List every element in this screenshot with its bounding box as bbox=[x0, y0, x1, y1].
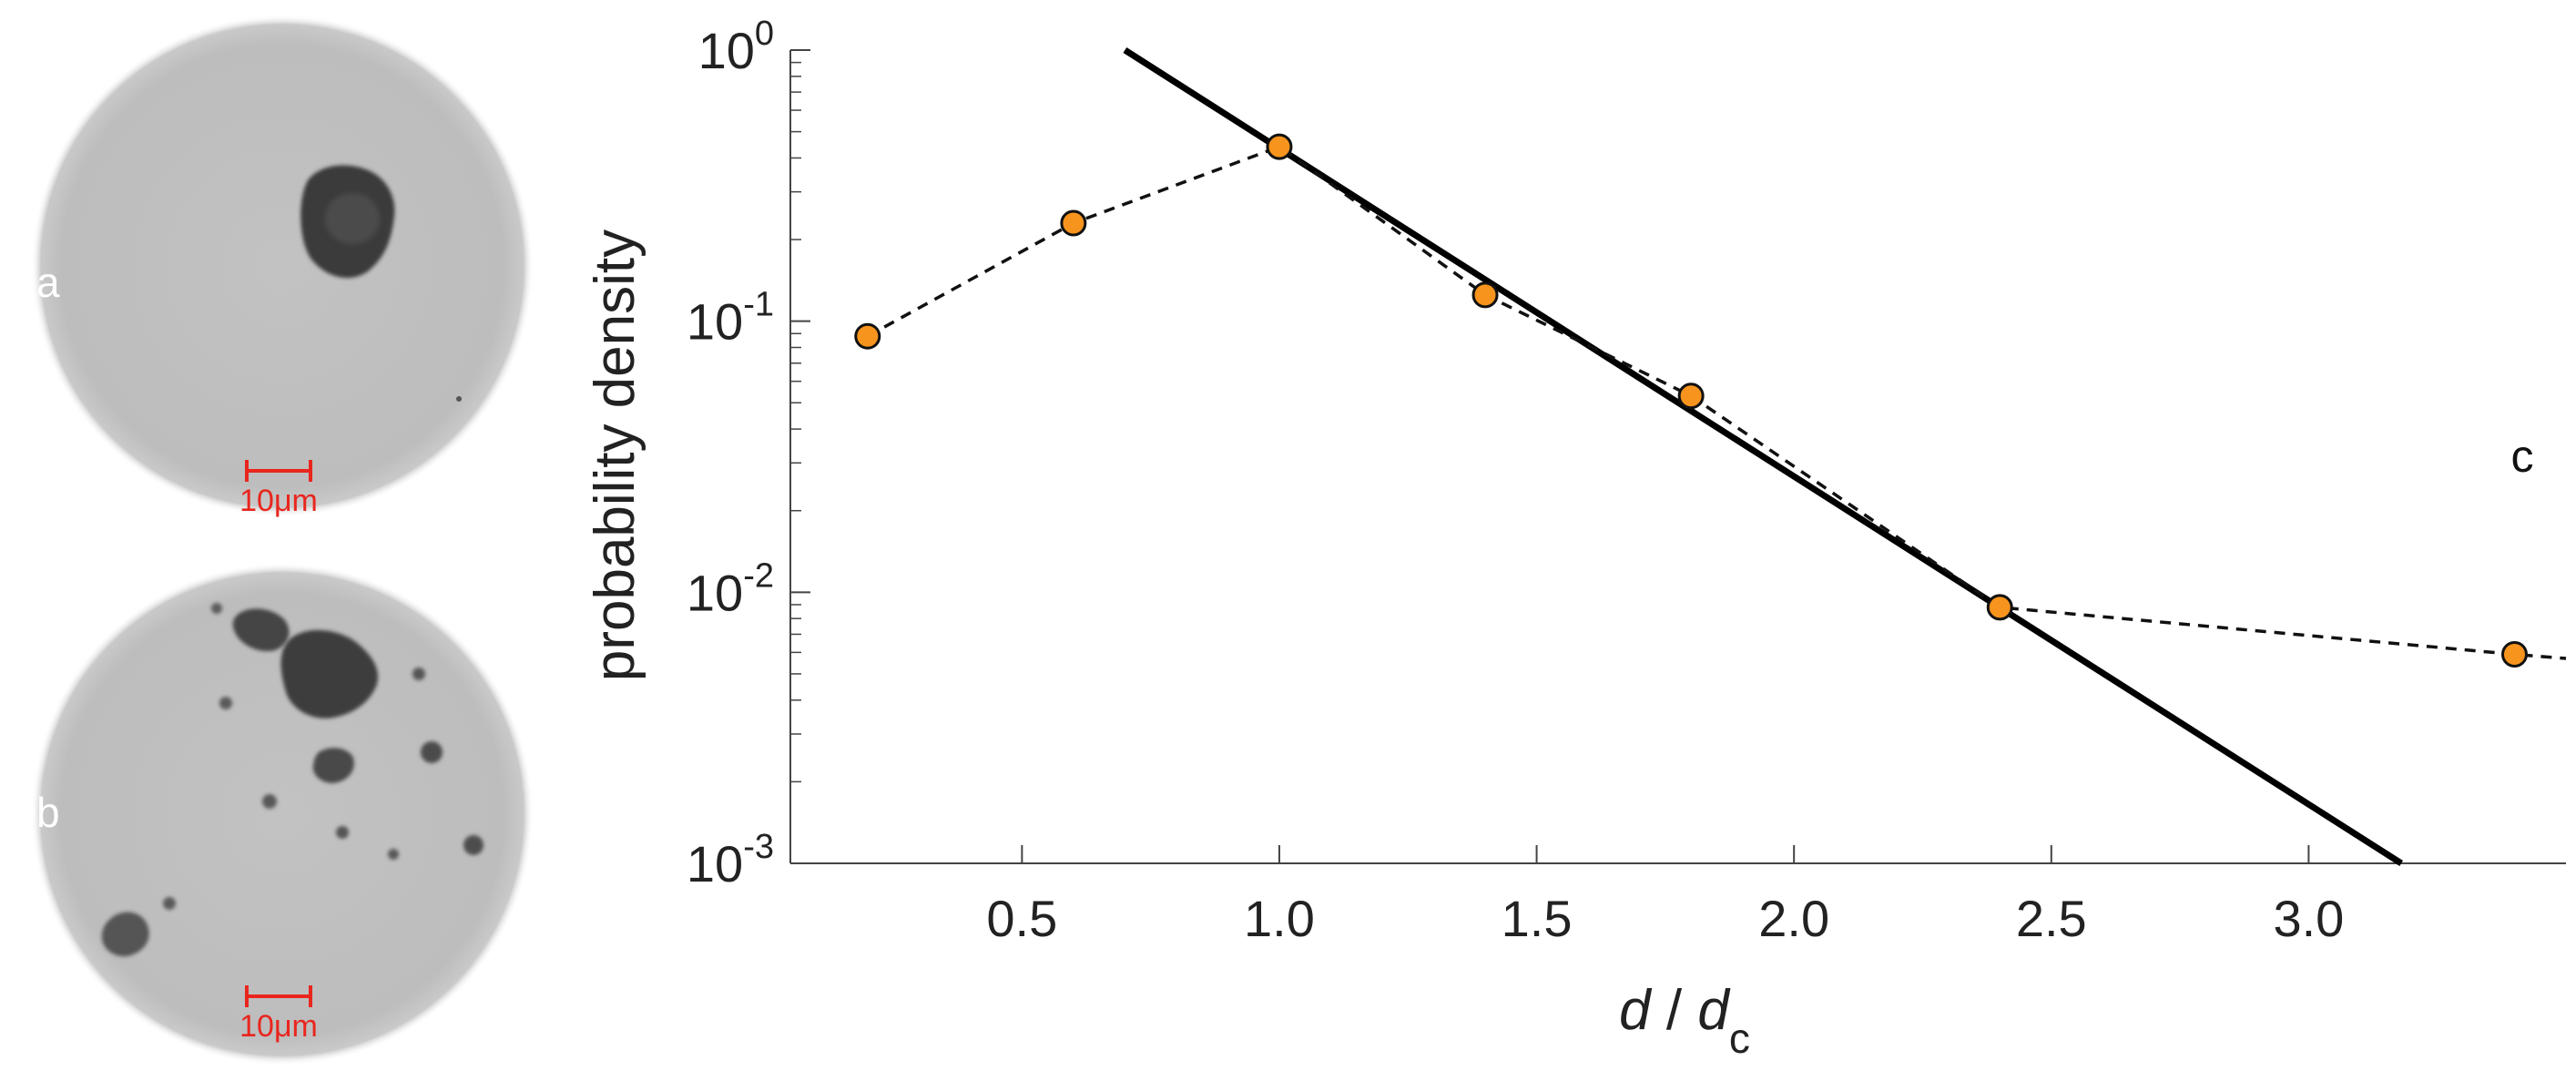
y-tick-label: 100 bbox=[698, 15, 774, 79]
x-tick-label: 0.5 bbox=[986, 890, 1057, 947]
x-axis-label-sep: / bbox=[1651, 979, 1698, 1042]
scale-bar-label-b: 10μm bbox=[239, 1009, 318, 1044]
speck-b5 bbox=[262, 794, 277, 809]
y-minor-ticks bbox=[790, 61, 801, 783]
y-tick-label-exponent: -1 bbox=[743, 286, 774, 324]
data-point bbox=[1471, 281, 1499, 309]
panel-label-c: c bbox=[2511, 431, 2534, 482]
y-tick-label-exponent: 0 bbox=[755, 15, 774, 53]
y-tick-label: 10-2 bbox=[687, 556, 774, 621]
dashed-connector bbox=[866, 145, 2567, 660]
speck-b8 bbox=[163, 897, 176, 910]
panel-label-b: b bbox=[36, 789, 60, 836]
y-tick-label: 10-1 bbox=[687, 286, 774, 351]
data-point bbox=[1266, 133, 1293, 160]
y-tick-label-exponent: -3 bbox=[743, 828, 774, 866]
data-point bbox=[854, 322, 881, 350]
x-axis-label-sub: c bbox=[1729, 1015, 1750, 1062]
y-tick-label-base: 10 bbox=[687, 835, 743, 892]
x-tick-label: 3.0 bbox=[2273, 890, 2344, 947]
panel-b: b 10μm bbox=[31, 563, 534, 1066]
panel-label-a: a bbox=[36, 259, 60, 306]
speck-b7 bbox=[388, 849, 399, 860]
aggregate-blob-b bbox=[280, 629, 379, 719]
x-tick-label: 1.0 bbox=[1244, 890, 1315, 947]
x-ticks: 0.5 1.0 1.5 2.0 2.5 3.0 bbox=[986, 845, 2344, 947]
panel-a: a 10μm bbox=[31, 15, 534, 518]
x-tick-label: 2.0 bbox=[1758, 890, 1829, 947]
scale-bar-b bbox=[245, 985, 312, 1007]
data-point bbox=[2500, 641, 2528, 668]
x-axis-label-denom: d bbox=[1697, 979, 1731, 1042]
microscope-image-a bbox=[31, 15, 534, 517]
aggregate-cluster-b3 bbox=[101, 912, 149, 957]
y-axis-label: probability density bbox=[584, 229, 647, 681]
data-point bbox=[1677, 382, 1705, 410]
scale-bar-a bbox=[245, 460, 312, 482]
y-tick-label: 10-3 bbox=[687, 828, 774, 892]
fit-line bbox=[1123, 47, 2404, 866]
microscope-image-b bbox=[31, 563, 534, 1066]
scale-bar-label-a: 10μm bbox=[239, 484, 318, 518]
axes bbox=[789, 50, 2566, 864]
x-axis-label: d / dc bbox=[1619, 979, 1750, 1062]
speck-a bbox=[456, 396, 462, 402]
y-tick-label-base: 10 bbox=[687, 564, 743, 621]
speck-b4 bbox=[219, 697, 232, 709]
speck-b2 bbox=[463, 835, 484, 855]
aggregate-cluster-b1 bbox=[232, 608, 290, 652]
data-point bbox=[1986, 594, 2013, 621]
aggregate-cluster-b2 bbox=[312, 748, 354, 783]
x-tick-label: 1.5 bbox=[1502, 890, 1573, 947]
y-tick-label-base: 10 bbox=[698, 22, 755, 79]
data-point bbox=[1060, 209, 1087, 237]
y-tick-label-base: 10 bbox=[687, 293, 743, 351]
speck-b3 bbox=[412, 668, 425, 680]
speck-b1 bbox=[421, 741, 443, 763]
speck-b6 bbox=[336, 826, 349, 839]
series bbox=[854, 47, 2567, 866]
speck-b9 bbox=[211, 603, 222, 614]
x-tick-label: 2.5 bbox=[2016, 890, 2087, 947]
y-tick-label-exponent: -2 bbox=[743, 556, 774, 595]
x-axis-label-var: d bbox=[1619, 979, 1653, 1042]
aggregate-core-a bbox=[325, 193, 380, 244]
